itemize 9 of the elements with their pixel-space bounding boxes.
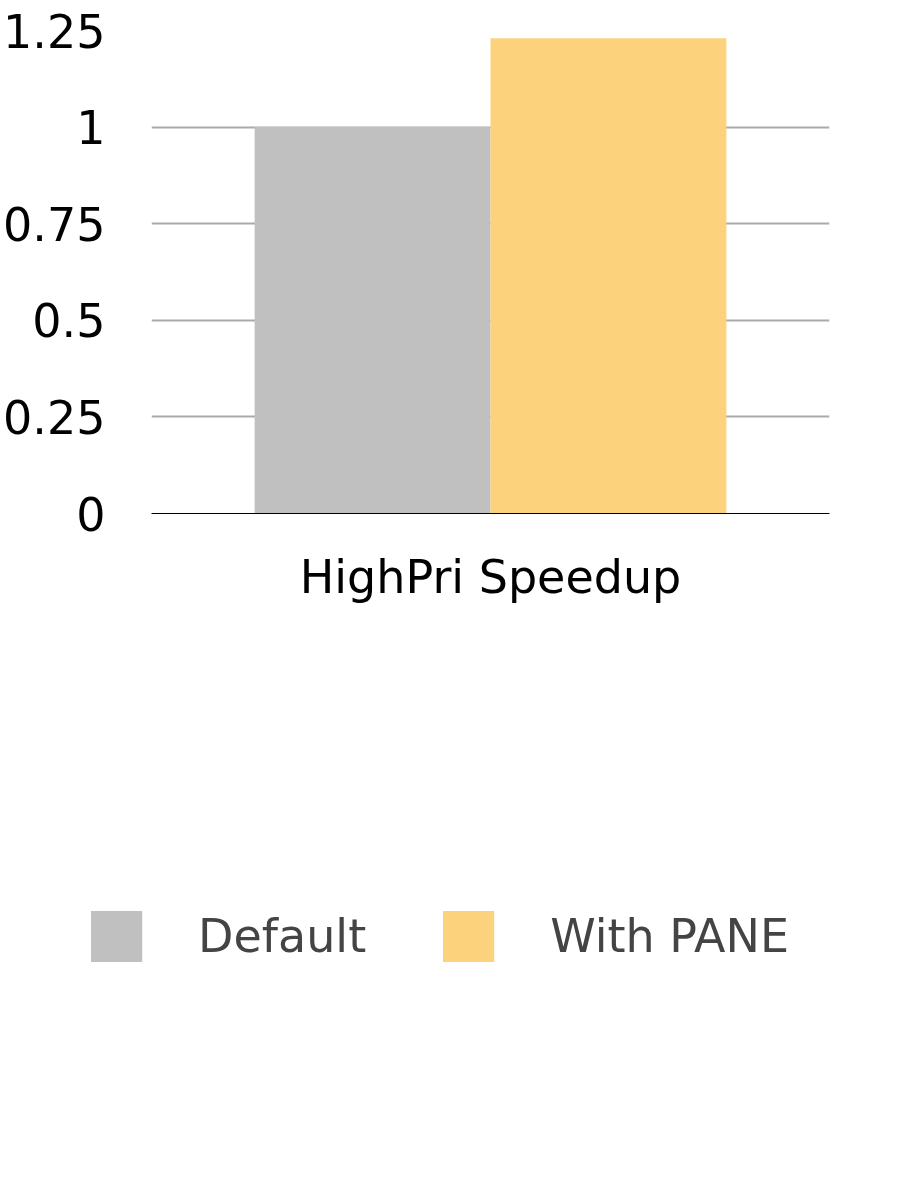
y-tick-label: 0.5 — [32, 294, 106, 349]
y-tick-label: 0 — [76, 487, 106, 542]
legend-label: With PANE — [550, 909, 789, 963]
y-tick-label: 0.25 — [3, 390, 106, 445]
y-tick-label: 1.25 — [3, 4, 106, 59]
y-tick-label: 1 — [76, 101, 106, 156]
legend-label: Default — [198, 909, 367, 963]
y-tick-label: 0.75 — [3, 197, 106, 252]
x-tick-label: HighPri Speedup — [299, 549, 682, 604]
